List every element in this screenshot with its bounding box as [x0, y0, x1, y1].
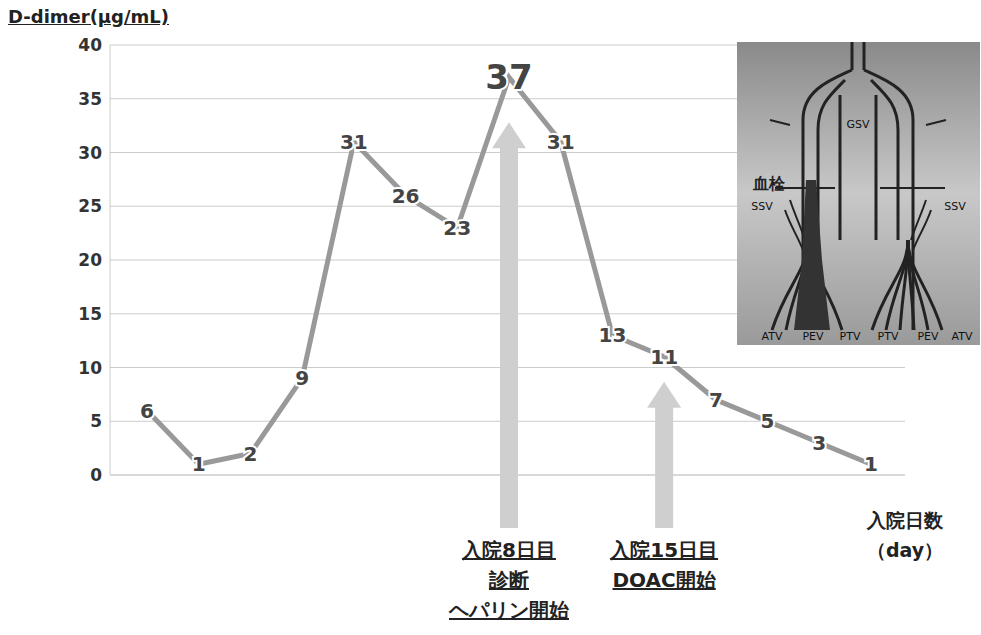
svg-text:PEV: PEV	[802, 330, 824, 343]
svg-text:11: 11	[650, 345, 678, 369]
svg-text:40: 40	[78, 35, 102, 55]
svg-text:2: 2	[243, 442, 257, 466]
html-text:診断: 診断	[489, 568, 529, 592]
svg-text:6: 6	[140, 399, 154, 423]
html-text:入院15日目: 入院15日目	[610, 538, 719, 562]
svg-text:26: 26	[392, 184, 420, 208]
svg-text:30: 30	[78, 143, 102, 163]
svg-text:GSV: GSV	[846, 118, 870, 131]
svg-text:SSV: SSV	[751, 200, 773, 213]
svg-text:9: 9	[295, 366, 309, 390]
svg-text:SSV: SSV	[944, 200, 966, 213]
svg-text:35: 35	[78, 89, 102, 109]
html-text:DOAC開始: DOAC開始	[612, 568, 716, 592]
svg-text:1: 1	[192, 452, 206, 476]
html-text:入院8日目: 入院8日目	[462, 538, 556, 562]
html-text:ヘパリン開始: ヘパリン開始	[449, 598, 569, 622]
svg-text:5: 5	[90, 411, 102, 431]
svg-text:31: 31	[340, 130, 368, 154]
html-text:D-dimer(μg/mL): D-dimer(μg/mL)	[8, 6, 169, 27]
html-text:入院日数: 入院日数	[867, 509, 943, 531]
svg-text:0: 0	[90, 465, 102, 485]
svg-text:3: 3	[812, 431, 826, 455]
svg-text:23: 23	[443, 216, 471, 240]
svg-text:20: 20	[78, 250, 102, 270]
svg-text:5: 5	[761, 409, 775, 433]
svg-text:ATV: ATV	[762, 330, 783, 343]
svg-text:25: 25	[78, 196, 102, 216]
svg-text:10: 10	[78, 358, 102, 378]
svg-text:ATV: ATV	[952, 330, 973, 343]
svg-text:PTV: PTV	[840, 330, 861, 343]
html-text:（day）: （day）	[866, 539, 944, 561]
svg-text:PEV: PEV	[917, 330, 939, 343]
svg-text:37: 37	[485, 57, 532, 97]
svg-text:31: 31	[547, 130, 575, 154]
svg-text:7: 7	[709, 388, 723, 412]
svg-text:血栓: 血栓	[752, 174, 786, 193]
svg-text:15: 15	[78, 304, 102, 324]
svg-text:PTV: PTV	[878, 330, 899, 343]
svg-text:13: 13	[599, 323, 627, 347]
svg-text:1: 1	[864, 452, 878, 476]
